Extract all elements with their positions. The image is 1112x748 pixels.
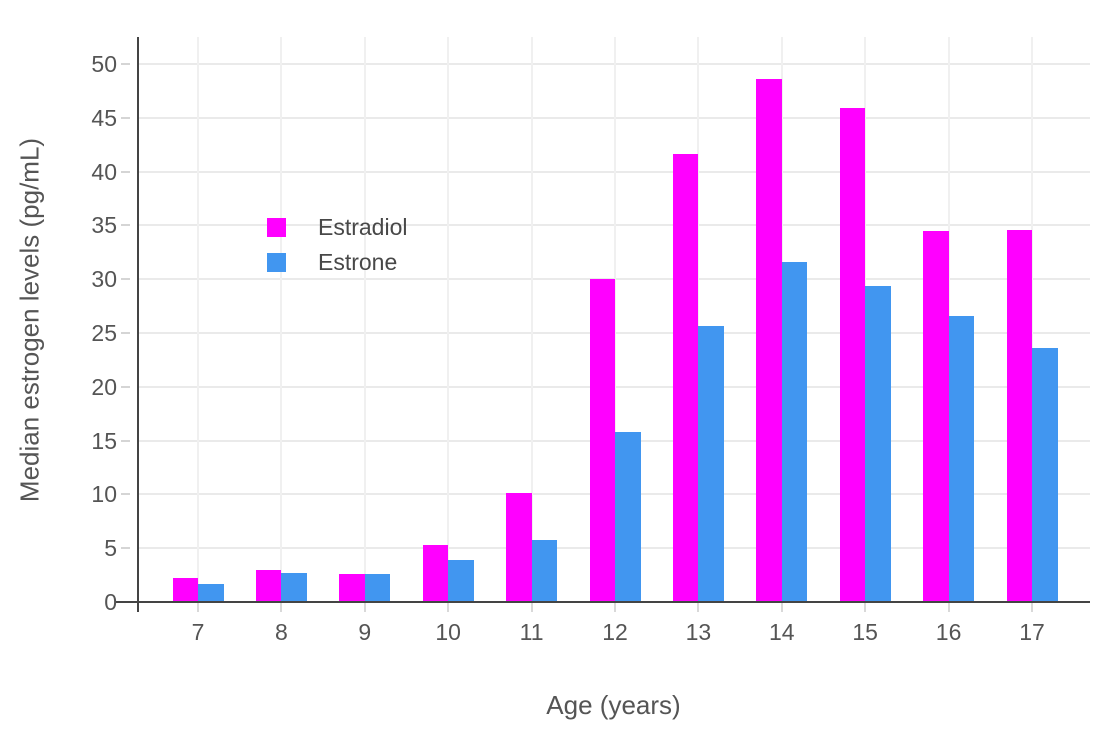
bar-estradiol-age-10[interactable] [422, 544, 449, 602]
x-gridline [530, 37, 533, 602]
bar-estradiol-age-7[interactable] [172, 578, 198, 602]
legend-label-estradiol: Estradiol [318, 213, 408, 240]
y-tick [121, 493, 130, 496]
x-tick-label: 11 [519, 619, 544, 645]
y-tick-label: 30 [91, 266, 117, 293]
y-tick [121, 278, 130, 281]
x-gridline [697, 37, 700, 602]
y-tick-label: 10 [91, 481, 117, 508]
bar-estrone-age-16[interactable] [948, 315, 975, 602]
y-gridline [137, 170, 1090, 173]
bar-estradiol-age-15[interactable] [839, 108, 866, 602]
bar-estrone-age-11[interactable] [531, 539, 558, 602]
bar-estrone-age-8[interactable] [281, 572, 307, 602]
y-tick [121, 224, 130, 227]
bar-estradiol-age-11[interactable] [506, 493, 532, 602]
legend-item-estrone[interactable]: Estrone [267, 248, 407, 275]
y-gridline [137, 62, 1090, 65]
y-gridline [137, 116, 1090, 119]
bar-estrone-age-10[interactable] [448, 560, 474, 602]
bar-estradiol-age-12[interactable] [589, 279, 615, 602]
x-gridline [197, 37, 199, 602]
x-tick-label: 10 [435, 619, 461, 645]
y-tick-label: 15 [91, 427, 117, 454]
x-tick [780, 603, 783, 612]
legend-item-estradiol[interactable]: Estradiol [267, 213, 408, 240]
bar-estrone-age-15[interactable] [865, 285, 891, 602]
x-tick [280, 603, 283, 612]
y-tick [121, 331, 130, 334]
x-tick-label: 16 [935, 619, 962, 645]
x-gridline [1031, 37, 1033, 602]
y-axis-line [137, 37, 139, 612]
y-tick-label: 20 [91, 373, 117, 400]
x-tick [697, 603, 700, 612]
x-tick-label: 15 [852, 619, 878, 645]
x-tick [947, 603, 950, 612]
bar-estrone-age-13[interactable] [698, 326, 724, 602]
bar-estrone-age-9[interactable] [364, 574, 391, 602]
x-tick [864, 603, 867, 612]
x-tick-label: 7 [191, 619, 205, 645]
bar-estradiol-age-9[interactable] [339, 574, 365, 602]
x-gridline [280, 37, 283, 602]
plot-area[interactable] [137, 37, 1090, 602]
legend-swatch-estrone-icon [267, 252, 286, 272]
y-gridline [137, 224, 1090, 227]
legend-swatch-estradiol-icon [267, 217, 286, 237]
bar-estradiol-age-14[interactable] [756, 78, 782, 602]
bar-estrone-age-17[interactable] [1032, 348, 1058, 602]
y-tick-label: 40 [91, 158, 117, 185]
legend: Estradiol Estrone [267, 213, 408, 285]
y-tick-label: 5 [104, 535, 117, 562]
bar-estradiol-age-16[interactable] [923, 230, 949, 602]
x-tick-label: 13 [685, 619, 712, 645]
y-tick [121, 547, 130, 550]
x-gridline [363, 37, 366, 602]
x-tick-label: 12 [602, 619, 628, 645]
y-tick-label: 0 [104, 589, 117, 615]
x-tick [614, 603, 616, 612]
y-tick [121, 385, 130, 388]
y-tick [121, 170, 130, 173]
x-tick-label: 9 [358, 619, 372, 645]
y-tick [121, 62, 130, 65]
x-gridline [614, 37, 616, 602]
x-gridline [447, 37, 450, 602]
y-tick [121, 439, 130, 442]
bar-estradiol-age-17[interactable] [1006, 229, 1032, 602]
y-tick-label: 50 [91, 50, 117, 77]
x-tick [1031, 603, 1033, 612]
bar-estrone-age-7[interactable] [198, 583, 224, 602]
x-tick [363, 603, 366, 612]
x-tick-label: 14 [769, 619, 795, 645]
y-tick-label: 25 [91, 319, 117, 346]
legend-label-estrone: Estrone [318, 248, 398, 275]
x-axis-line [115, 601, 1090, 603]
x-tick [197, 603, 199, 612]
y-tick-label: 45 [91, 104, 117, 131]
bar-estrone-age-14[interactable] [781, 261, 808, 602]
x-tick [447, 603, 450, 612]
y-tick-label: 35 [91, 212, 117, 239]
bar-estradiol-age-8[interactable] [255, 569, 282, 602]
x-tick-label: 17 [1019, 619, 1045, 645]
x-axis-title: Age (years) [546, 690, 681, 720]
y-tick [121, 116, 130, 119]
bar-estrone-age-12[interactable] [615, 431, 641, 602]
x-tick-label: 8 [274, 619, 288, 645]
x-tick [530, 603, 533, 612]
bar-estradiol-age-13[interactable] [672, 154, 699, 602]
